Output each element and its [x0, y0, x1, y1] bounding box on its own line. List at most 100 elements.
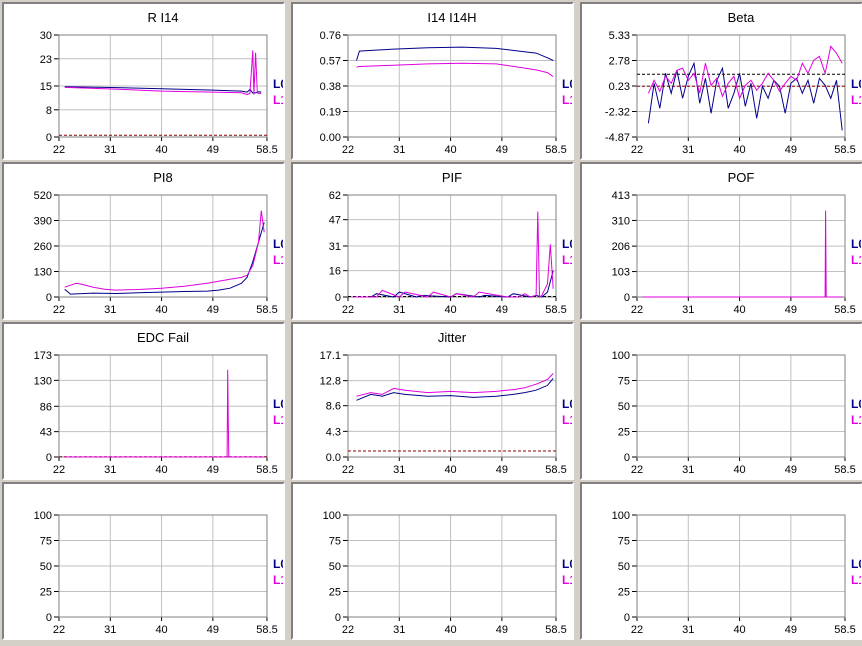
legend-l0: L0	[562, 77, 572, 91]
x-tick-label: 49	[785, 624, 797, 636]
x-tick-label: 31	[393, 144, 405, 156]
y-tick-label: 130	[34, 267, 52, 279]
y-tick-label: 0.19	[320, 107, 341, 119]
chart-svg: EDC Fail 0 43 86 130 173 22 31 40 49 58.5 L0 L1	[34, 330, 283, 476]
y-tick-label: 4.3	[326, 426, 341, 438]
y-tick-label: 2.78	[609, 56, 630, 68]
y-tick-label: 310	[612, 215, 630, 227]
chart-title: Beta	[728, 10, 756, 25]
x-tick-label: 22	[53, 144, 65, 156]
y-tick-label: 100	[612, 350, 630, 362]
chart-panel-11: 0 25 50 75 100 22 31 40 49 58.5 L0 L1	[291, 482, 574, 640]
x-tick-label: 58.5	[834, 464, 855, 476]
legend-l1: L1	[562, 253, 572, 267]
y-tick-label: 520	[34, 190, 52, 202]
x-tick-label: 31	[682, 624, 694, 636]
series-line-l1	[642, 210, 843, 298]
x-tick-label: 49	[207, 624, 219, 636]
x-tick-label: 22	[631, 144, 643, 156]
x-tick-label: 58.5	[834, 624, 855, 636]
x-tick-label: 58.5	[834, 144, 855, 156]
chart-svg: PI8 0 130 260 390 520 22 31 40 49 58.5 L0 L1	[34, 170, 283, 316]
x-tick-label: 49	[496, 624, 508, 636]
chart-panel-3: Beta -4.87 -2.32 0.23 2.78 5.33 22 31 40 49 58.5 L0…	[580, 2, 862, 160]
legend-l0: L0	[562, 237, 572, 251]
series-line-l1	[647, 45, 843, 100]
y-tick-label: 0	[46, 612, 52, 624]
x-tick-label: 22	[53, 624, 65, 636]
y-tick-label: 25	[618, 587, 630, 599]
x-tick-label: 22	[342, 464, 354, 476]
x-tick-label: 58.5	[545, 624, 566, 636]
y-tick-label: 8	[46, 105, 52, 117]
legend-l1: L1	[273, 573, 283, 587]
y-tick-label: 16	[329, 266, 341, 278]
plot-frame	[58, 194, 268, 298]
y-tick-label: 31	[329, 241, 341, 253]
y-tick-label: 0	[46, 132, 52, 144]
y-tick-label: 0	[624, 292, 630, 304]
series-line-l0	[353, 270, 554, 298]
y-tick-label: 5.33	[609, 30, 630, 42]
x-tick-label: 40	[444, 624, 456, 636]
legend-l1: L1	[851, 93, 861, 107]
x-tick-label: 49	[496, 304, 508, 316]
plot-frame	[347, 354, 557, 458]
chart-svg: I14 I14H 0.00 0.19 0.38 0.57 0.76 22 31 40 49 58.5…	[320, 10, 572, 156]
chart-svg: 0 25 50 75 100 22 31 40 49 58.5 L0 L1	[612, 510, 861, 636]
legend-l1: L1	[273, 253, 283, 267]
x-tick-label: 49	[785, 144, 797, 156]
plot-frame	[347, 194, 557, 298]
chart-panel-8: Jitter 0.0 4.3 8.6 12.8 17.1 22 31 40 49 58.5 L0 L1	[291, 322, 574, 480]
y-tick-label: 260	[34, 241, 52, 253]
legend-l0: L0	[851, 397, 861, 411]
x-tick-label: 49	[785, 304, 797, 316]
y-tick-label: 0	[624, 612, 630, 624]
x-tick-label: 58.5	[834, 304, 855, 316]
y-tick-label: 8.6	[326, 401, 341, 413]
y-tick-label: 15	[40, 81, 52, 93]
x-tick-label: 22	[631, 624, 643, 636]
x-tick-label: 31	[682, 144, 694, 156]
series-line-l0	[64, 222, 265, 295]
chart-svg: 0 25 50 75 100 22 31 40 49 58.5 L0 L1	[612, 350, 861, 476]
x-tick-label: 40	[155, 464, 167, 476]
legend-l0: L0	[851, 77, 861, 91]
chart-title: POF	[728, 170, 755, 185]
chart-svg: Jitter 0.0 4.3 8.6 12.8 17.1 22 31 40 49 58.5 L0 L1	[320, 330, 572, 476]
chart-svg: POF 0 103 206 310 413 22 31 40 49 58.5 L0 L1	[612, 170, 861, 316]
y-tick-label: 30	[40, 30, 52, 42]
x-tick-label: 40	[444, 464, 456, 476]
plot-frame	[347, 34, 557, 138]
y-tick-label: 0.23	[609, 81, 630, 93]
chart-title: PI8	[153, 170, 173, 185]
x-tick-label: 40	[733, 464, 745, 476]
y-tick-label: 75	[329, 536, 341, 548]
y-tick-label: 50	[329, 561, 341, 573]
y-tick-label: 173	[34, 350, 52, 362]
y-tick-label: 23	[40, 54, 52, 66]
y-tick-label: 62	[329, 190, 341, 202]
x-tick-label: 31	[393, 464, 405, 476]
chart-svg: Beta -4.87 -2.32 0.23 2.78 5.33 22 31 40 49 58.5 L0…	[605, 10, 861, 156]
x-tick-label: 31	[393, 304, 405, 316]
y-tick-label: 47	[329, 215, 341, 227]
chart-panel-6: POF 0 103 206 310 413 22 31 40 49 58.5 L0 L1	[580, 162, 862, 320]
y-tick-label: 0	[335, 292, 341, 304]
chart-panel-9: 0 25 50 75 100 22 31 40 49 58.5 L0 L1	[580, 322, 862, 480]
chart-title: Jitter	[438, 330, 467, 345]
y-tick-label: 0	[624, 452, 630, 464]
legend-l1: L1	[562, 573, 572, 587]
x-tick-label: 40	[444, 144, 456, 156]
chart-title: PIF	[442, 170, 462, 185]
x-tick-label: 49	[207, 464, 219, 476]
plot-frame	[636, 514, 846, 618]
y-tick-label: -4.87	[605, 132, 630, 144]
series-line-l1	[64, 369, 265, 458]
x-tick-label: 40	[155, 624, 167, 636]
x-tick-label: 31	[682, 464, 694, 476]
x-tick-label: 49	[496, 464, 508, 476]
y-tick-label: 0	[46, 452, 52, 464]
plot-frame	[636, 354, 846, 458]
x-tick-label: 58.5	[545, 464, 566, 476]
